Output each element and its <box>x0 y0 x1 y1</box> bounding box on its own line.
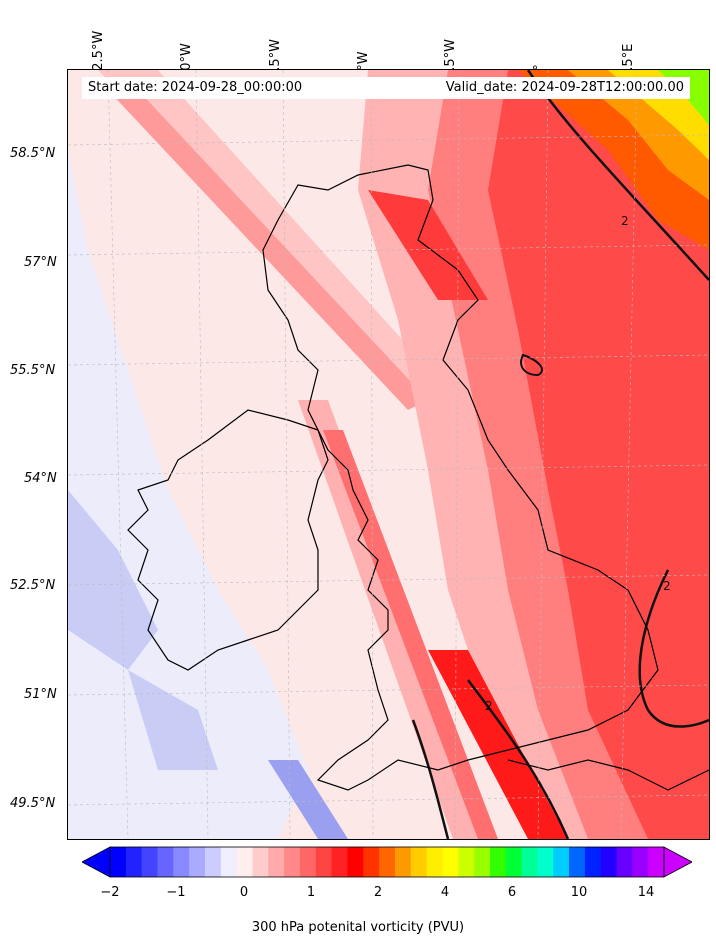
lat-label-51n: 51°N <box>24 687 57 702</box>
colorbar-swatch <box>315 847 333 877</box>
lat-label-52-5n: 52.5°N <box>10 578 56 593</box>
colorbar-swatch <box>426 847 443 877</box>
colorbar-swatch <box>220 847 238 877</box>
colorbar-swatch <box>173 847 190 877</box>
colorbar-extend-right <box>663 846 692 878</box>
cb-tick-10: 10 <box>570 885 588 900</box>
lat-label-49-5n: 49.5°N <box>10 796 56 811</box>
cb-tick-1: 1 <box>306 885 316 900</box>
pv2-contour-4 <box>411 719 450 839</box>
colorbar-swatch <box>489 847 507 877</box>
ireland-coastline <box>127 409 329 671</box>
colorbar-swatch <box>648 847 665 877</box>
colorbar-swatch <box>110 847 127 877</box>
high-pv-core <box>488 70 709 839</box>
pv-field-map: 2 2 2 <box>68 70 709 839</box>
contour-label-2: 2 <box>663 579 671 593</box>
cb-tick-0: 0 <box>239 885 249 900</box>
colorbar-swatch <box>474 847 491 877</box>
start-date-text: Start date: 2024-09-28_00:00:00 <box>88 80 303 95</box>
colorbar-swatch <box>299 847 317 877</box>
cb-tick-neg1: −1 <box>166 885 186 900</box>
colorbar-swatch <box>442 847 459 877</box>
high-pv-patch <box>368 190 488 300</box>
pv2-contour-2 <box>638 569 709 728</box>
colorbar-extend-left <box>82 846 111 878</box>
colorbar-swatch <box>236 847 253 877</box>
colorbar-swatch <box>331 847 348 877</box>
colorbar-swatch <box>363 847 380 877</box>
colorbar-swatch <box>379 847 396 877</box>
france-coastline <box>507 759 709 791</box>
colorbar-swatch <box>537 847 554 877</box>
colorbar-swatch <box>584 847 602 877</box>
valid-date-text: Valid_date: 2024-09-28T12:00:00.00 <box>445 80 684 95</box>
cb-tick-neg2: −2 <box>100 885 120 900</box>
colorbar-swatch <box>600 847 618 877</box>
colorbar-swatch <box>284 847 301 877</box>
lat-label-58-5n: 58.5°N <box>10 146 56 161</box>
pv2-contour-small <box>520 353 543 377</box>
contour-label-3: 2 <box>485 699 493 713</box>
low-pv-patch <box>68 490 158 670</box>
ne-green <box>658 70 709 125</box>
colorbar <box>82 846 692 878</box>
pv2-contour-3 <box>467 679 570 839</box>
colorbar-swatch <box>394 847 412 877</box>
colorbar-swatch <box>553 847 570 877</box>
date-info-box: Start date: 2024-09-28_00:00:00 Valid_da… <box>82 77 690 99</box>
colorbar-swatch <box>347 847 364 877</box>
low-pv-patch-3 <box>268 760 348 839</box>
cb-tick-4: 4 <box>440 885 450 900</box>
colorbar-swatch <box>252 847 269 877</box>
pv-streak-4 <box>323 430 498 839</box>
cb-tick-14: 14 <box>637 885 655 900</box>
great-britain-coastline <box>262 164 659 791</box>
cb-tick-6: 6 <box>507 885 517 900</box>
cb-tick-2: 2 <box>373 885 383 900</box>
graticule <box>68 70 709 839</box>
colorbar-border <box>109 846 665 878</box>
lat-label-54n: 54°N <box>24 471 57 486</box>
colorbar-swatch <box>410 847 428 877</box>
colorbar-swatch <box>521 847 538 877</box>
colorbar-swatch <box>505 847 523 877</box>
colorbar-swatch <box>569 847 586 877</box>
colorbar-title: 300 hPa potenital vorticity (PVU) <box>251 920 465 935</box>
pv-streak-2 <box>108 90 428 410</box>
lat-label-57n: 57°N <box>24 255 57 270</box>
map-panel: 2 2 2 <box>67 69 710 840</box>
contour-label-1: 2 <box>621 214 629 228</box>
colorbar-swatch <box>157 847 174 877</box>
colorbar-swatch <box>616 847 633 877</box>
colorbar-swatch <box>125 847 143 877</box>
colorbar-swatch <box>458 847 475 877</box>
high-pv-core-2 <box>428 650 568 839</box>
colorbar-swatch <box>189 847 206 877</box>
lat-label-55-5n: 55.5°N <box>10 363 56 378</box>
colorbar-swatch <box>268 847 285 877</box>
colorbar-swatch <box>632 847 649 877</box>
colorbar-swatch <box>141 847 158 877</box>
low-pv-patch-2 <box>128 670 218 770</box>
colorbar-swatch <box>204 847 222 877</box>
